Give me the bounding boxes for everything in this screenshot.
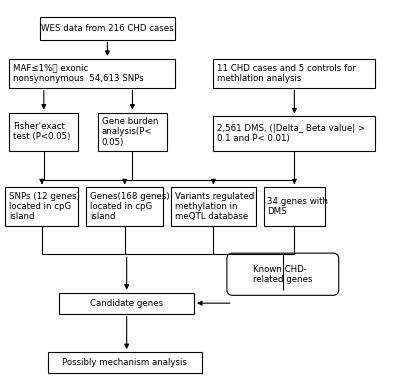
Text: Genes(168 genes)
located in cpG
island: Genes(168 genes) located in cpG island	[90, 191, 170, 221]
Bar	[171, 187, 256, 225]
Text: 34 genes with
DMS: 34 genes with DMS	[267, 197, 328, 216]
Bar	[48, 352, 202, 373]
Bar	[98, 113, 167, 151]
Text: Variants regulated
methylation in
meQTL database: Variants regulated methylation in meQTL …	[175, 191, 254, 221]
Bar	[214, 59, 375, 88]
Bar	[5, 187, 78, 225]
Text: Gene burden
analysis(P<
0.05): Gene burden analysis(P< 0.05)	[102, 117, 158, 147]
Text: MAF≤1%， exonic
nonsynonymous  54,613 SNPs: MAF≤1%， exonic nonsynonymous 54,613 SNPs	[13, 64, 144, 83]
Text: Possibly mechanism analysis: Possibly mechanism analysis	[62, 358, 187, 367]
Text: 2,561 DMS, (|Delta_ Beta value| >
0.1 and P< 0.01): 2,561 DMS, (|Delta_ Beta value| > 0.1 an…	[217, 124, 365, 143]
Text: Known CHD-
related genes: Known CHD- related genes	[253, 264, 312, 284]
Text: Candidate genes: Candidate genes	[90, 299, 163, 308]
Text: 11 CHD cases and 5 controls for
methlation analysis: 11 CHD cases and 5 controls for methlati…	[217, 64, 356, 83]
Bar	[264, 187, 325, 225]
Text: Fisher'exact
test (P<0.05): Fisher'exact test (P<0.05)	[13, 122, 70, 141]
Bar	[59, 293, 194, 314]
Bar	[214, 116, 375, 151]
Text: WES data from 216 CHD cases: WES data from 216 CHD cases	[41, 24, 174, 33]
Bar	[9, 113, 78, 151]
FancyBboxPatch shape	[227, 253, 339, 295]
Bar	[86, 187, 163, 225]
Bar	[9, 59, 175, 88]
Text: SNPs (12 genes)
located in cpG
island: SNPs (12 genes) located in cpG island	[9, 191, 80, 221]
Bar	[40, 17, 175, 40]
